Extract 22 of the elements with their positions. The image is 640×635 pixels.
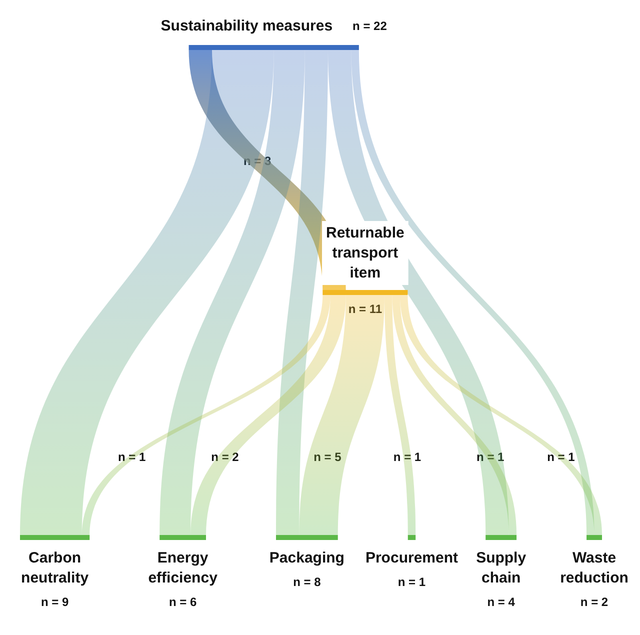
data-label: n = 6 [168, 595, 197, 609]
category-label: Sustainability measures [160, 18, 333, 34]
data-label: n = 1 [398, 575, 426, 589]
data-label: n = 5 [314, 450, 342, 464]
data-label: n = 1 [476, 450, 505, 464]
data-label: n = 1 [547, 450, 576, 464]
data-label: n = 1 [118, 450, 146, 464]
data-label: n = 4 [487, 595, 516, 609]
data-label: n = 2 [580, 595, 608, 609]
category-label: Packaging [269, 550, 344, 566]
category-label: Supply chain [476, 550, 527, 586]
data-label: n = 1 [393, 450, 422, 464]
category-label: Returnable transport item [326, 224, 404, 282]
data-label: n = 2 [211, 450, 240, 464]
data-label: n = 8 [293, 575, 322, 589]
data-label: n = 9 [40, 595, 69, 609]
category-label: Procurement [365, 550, 458, 566]
category-label: Carbon neutrality [21, 550, 90, 586]
category-label: Energy efficiency [148, 550, 218, 586]
data-label: n = 11 [348, 302, 382, 316]
data-label: n = 22 [352, 19, 388, 33]
category-label: Waste reduction [560, 550, 628, 586]
